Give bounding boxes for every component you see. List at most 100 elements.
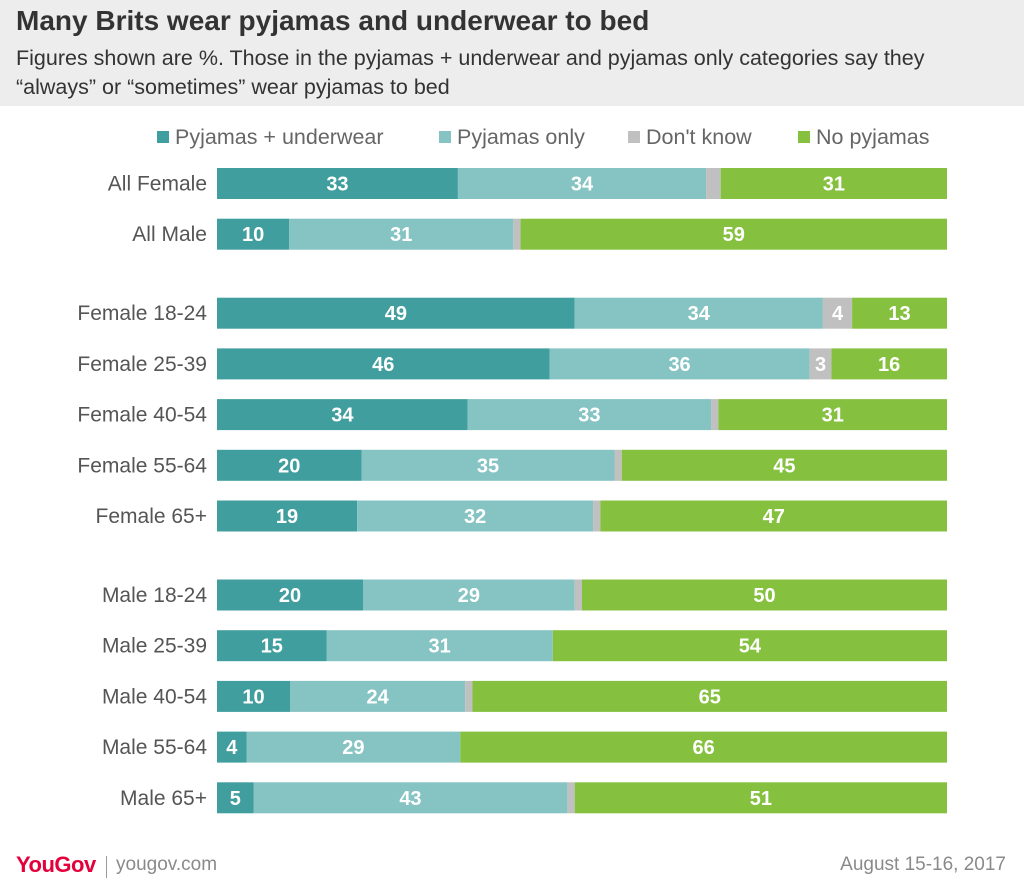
data-label: 36: [668, 354, 690, 376]
bar-segment-pyjamas-only: [253, 782, 568, 814]
bar-segment-no-pyjamas: [582, 579, 947, 611]
bar-segment-no-pyjamas: [718, 399, 947, 431]
data-label: 59: [723, 224, 745, 246]
data-label: 10: [242, 686, 264, 708]
data-label: 35: [477, 455, 499, 477]
data-label: 54: [739, 636, 762, 658]
legend-label: Don't know: [646, 124, 752, 149]
data-label: 10: [242, 224, 264, 246]
category-label: Male 65+: [120, 787, 207, 810]
bar-segment-pyjamas-underwear: [217, 782, 254, 814]
bar-row-female-40-54: Female 40-54 34 33 31: [77, 399, 947, 431]
legend-label: Pyjamas + underwear: [175, 124, 384, 149]
bar-segment-pyjamas-only: [457, 168, 707, 199]
data-label: 50: [753, 585, 775, 607]
data-label: 31: [429, 636, 451, 658]
data-label: 20: [279, 585, 301, 607]
bar-segment-pyjamas-only: [357, 500, 594, 532]
bar-segment-pyjamas-underwear: [217, 449, 362, 481]
data-label: 5: [230, 788, 241, 810]
bar-row-male-65: Male 65+ 5 43 51: [120, 782, 947, 814]
bar-segment-no-pyjamas: [574, 782, 947, 814]
bar-row-all-male: All Male 10 31 59: [132, 218, 947, 250]
data-label: 24: [366, 686, 389, 708]
bar-row-male-40-54: Male 40-54 10 24 65: [102, 680, 947, 712]
category-label: All Female: [108, 173, 207, 196]
legend-label: Pyjamas only: [457, 124, 585, 149]
chart-title: Many Brits wear pyjamas and underwear to…: [16, 5, 650, 36]
bar-segment-pyjamas-underwear: [217, 218, 290, 250]
data-label: 4: [226, 737, 238, 759]
bar-segment-pyjamas-only: [326, 630, 553, 662]
legend-swatch: [439, 131, 451, 143]
bar-row-male-25-39: Male 25-39 15 31 54: [102, 630, 947, 662]
data-label: 15: [261, 636, 283, 658]
bar-segment-no-pyjamas: [600, 500, 947, 532]
data-label: 19: [276, 506, 298, 528]
data-label: 65: [699, 686, 721, 708]
data-label: 31: [822, 405, 844, 427]
category-label: Female 55-64: [77, 454, 207, 477]
category-label: Female 65+: [96, 505, 207, 528]
bar-segment-don-t-know: [711, 399, 719, 431]
data-label: 43: [399, 788, 421, 810]
bar-segment-pyjamas-underwear: [217, 579, 363, 611]
data-label: 49: [385, 303, 407, 325]
chart-subtitle: Figures shown are %. Those in the pyjama…: [16, 46, 925, 99]
data-label: 33: [578, 405, 600, 427]
footer-date: August 15-16, 2017: [840, 854, 1006, 875]
bar-row-female-55-64: Female 55-64 20 35 45: [77, 449, 947, 481]
bar-segment-no-pyjamas: [520, 218, 947, 250]
bar-segment-pyjamas-only: [574, 297, 823, 329]
footer-divider: [106, 856, 107, 878]
data-label: 29: [342, 737, 364, 759]
bar-segment-pyjamas-only: [361, 449, 615, 481]
chart-header: Many Brits wear pyjamas and underwear to…: [0, 0, 1024, 106]
bar-segment-no-pyjamas: [720, 168, 947, 199]
bar-segment-pyjamas-underwear: [217, 630, 327, 662]
yougov-logo: YouGov: [16, 852, 96, 877]
data-label: 29: [458, 585, 480, 607]
bar-segment-pyjamas-underwear: [217, 500, 358, 532]
data-label: 34: [331, 405, 354, 427]
category-label: Male 40-54: [102, 685, 207, 708]
data-label: 16: [878, 354, 900, 376]
bar-segment-don-t-know: [809, 348, 832, 380]
legend-item-pyjamas-only: Pyjamas only: [439, 124, 585, 150]
data-label: 34: [571, 174, 594, 196]
data-label: 31: [823, 174, 845, 196]
footer-site: yougov.com: [116, 854, 218, 875]
legend-item-pyjamas-underwear: Pyjamas + underwear: [157, 124, 384, 150]
data-label: 45: [773, 455, 795, 477]
legend-item-dont-know: Don't know: [628, 124, 752, 150]
data-label: 31: [390, 224, 412, 246]
legend-swatch: [157, 131, 169, 143]
legend-swatch: [798, 131, 810, 143]
bar-segment-pyjamas-only: [289, 218, 514, 250]
data-label: 66: [693, 737, 715, 759]
bar-segment-don-t-know: [465, 680, 473, 712]
bar-segment-no-pyjamas: [621, 449, 947, 481]
category-label: Female 18-24: [77, 302, 207, 325]
bar-segment-pyjamas-only: [467, 399, 712, 431]
bar-row-female-25-39: Female 25-39 46 36 3 16: [77, 348, 947, 380]
bar-segment-pyjamas-only: [290, 680, 466, 712]
bar-segment-don-t-know: [567, 782, 575, 814]
bar-segment-pyjamas-only: [363, 579, 575, 611]
data-label: 3: [815, 354, 826, 376]
category-label: Male 18-24: [102, 584, 207, 607]
data-label: 51: [750, 788, 772, 810]
category-label: Male 25-39: [102, 635, 207, 658]
legend-item-no-pyjamas: No pyjamas: [798, 124, 930, 150]
bar-segment-no-pyjamas: [831, 348, 947, 380]
bar-segment-don-t-know: [822, 297, 853, 329]
bar-row-male-18-24: Male 18-24 20 29 50: [102, 579, 947, 611]
data-label: 47: [763, 506, 785, 528]
bar-row-female-65: Female 65+ 19 32 47: [96, 500, 947, 532]
category-label: Female 40-54: [77, 404, 207, 427]
legend-swatch: [628, 131, 640, 143]
bar-segment-don-t-know: [513, 218, 521, 250]
bar-segment-pyjamas-underwear: [217, 731, 247, 763]
bar-segment-don-t-know: [614, 449, 622, 481]
